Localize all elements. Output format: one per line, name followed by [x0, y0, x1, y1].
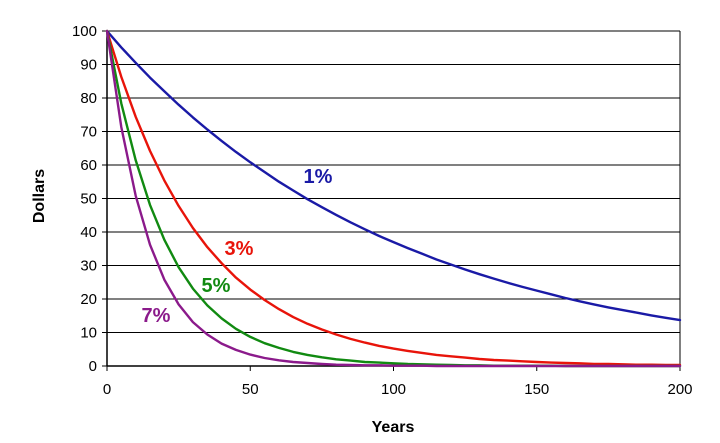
series-labels: 1% 3% 5% 7% — [142, 166, 333, 327]
series-lines — [105, 29, 682, 368]
y-tick-labels: 0 10 20 30 40 50 60 70 80 90 100 — [72, 23, 97, 375]
series-line-1pct — [105, 29, 682, 322]
y-tick-label-100: 100 — [72, 23, 97, 40]
x-tick-label-150: 150 — [524, 381, 549, 398]
series-line-7pct — [105, 29, 682, 368]
series-line-3pct — [105, 29, 682, 367]
x-axis-title: Years — [372, 419, 415, 436]
series-label-5pct: 5% — [202, 275, 231, 297]
y-tick-label-60: 60 — [80, 157, 97, 174]
y-axis-title: Dollars — [31, 169, 48, 223]
x-tick-label-50: 50 — [242, 381, 259, 398]
y-tick-label-40: 40 — [80, 224, 97, 241]
y-tick-label-50: 50 — [80, 191, 97, 208]
series-label-3pct: 3% — [225, 238, 254, 260]
series-label-1pct: 1% — [304, 166, 333, 188]
y-tick-label-0: 0 — [89, 358, 97, 375]
y-tick-label-90: 90 — [80, 57, 97, 74]
y-tick-label-70: 70 — [80, 124, 97, 141]
x-tick-labels: 0 50 100 150 200 — [103, 381, 693, 398]
x-tick-label-100: 100 — [381, 381, 406, 398]
y-tick-label-10: 10 — [80, 325, 97, 342]
x-tick-label-200: 200 — [667, 381, 692, 398]
y-tick-label-20: 20 — [80, 291, 97, 308]
y-tick-label-80: 80 — [80, 90, 97, 107]
x-tick-label-0: 0 — [103, 381, 111, 398]
series-label-7pct: 7% — [142, 305, 171, 327]
y-tick-label-30: 30 — [80, 258, 97, 275]
